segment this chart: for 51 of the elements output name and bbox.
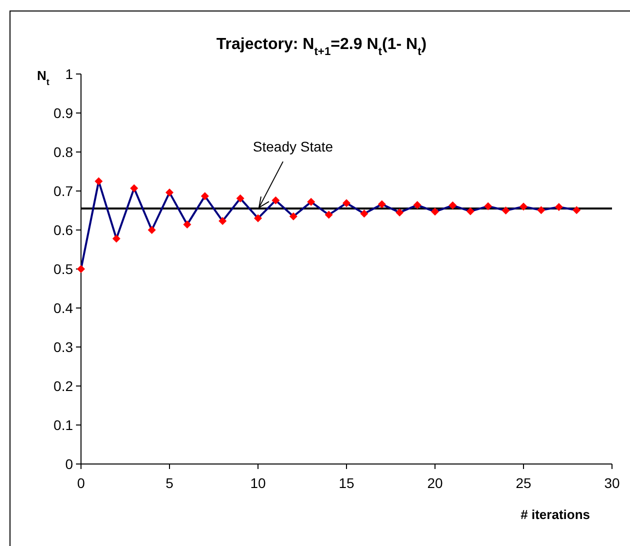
y-tick-label: 0.1 (54, 416, 74, 433)
point (77, 265, 85, 273)
point (289, 212, 298, 220)
y-tick-label: 0.9 (54, 104, 74, 121)
y-axis-title: N$_{t}$ (37, 68, 50, 87)
point (431, 208, 439, 216)
x-tick-label: 30 (604, 475, 620, 491)
x-tick-label: 15 (338, 475, 354, 491)
point (537, 206, 546, 214)
point (324, 210, 333, 219)
chart-title: Trajectory: N$_{t+1}$=2.9 N$_{t}$(1- N$_{t}$) (216, 36, 427, 58)
x-tick-label: 0 (77, 475, 86, 491)
point (254, 214, 262, 222)
point (360, 210, 368, 218)
point (218, 217, 227, 226)
point (183, 220, 192, 229)
y-tick-label: 0.2 (54, 378, 74, 394)
point (200, 192, 209, 200)
x-axis-title: # iterations (520, 507, 590, 522)
point (166, 188, 174, 197)
x-tick-label: 5 (166, 475, 174, 491)
point (502, 206, 510, 214)
y-tick-label: 0.6 (54, 222, 74, 238)
y-tick-label: 1 (65, 66, 74, 82)
point (236, 194, 244, 202)
y-tick-label: 0.3 (54, 338, 74, 355)
x-tick-label: 25 (516, 475, 532, 491)
point (572, 206, 581, 214)
y-tick-label: 0 (65, 456, 74, 472)
x-tick-label: 10 (250, 475, 266, 491)
point (148, 226, 156, 234)
point (307, 198, 316, 206)
y-tick-label: 0.7 (54, 182, 74, 199)
point (342, 199, 350, 208)
x-tick-label: 20 (427, 475, 443, 491)
point (396, 208, 404, 216)
y-tick-label: 0.4 (54, 300, 74, 316)
y-tick-label: 0.5 (54, 260, 74, 277)
point (272, 196, 280, 204)
annotation: Steady State (252, 138, 334, 155)
point (466, 207, 474, 216)
point (130, 184, 138, 192)
point (378, 200, 386, 208)
point (413, 201, 422, 210)
y-tick-label: 0.8 (54, 144, 74, 160)
point (94, 177, 103, 186)
point (484, 202, 492, 210)
point (448, 201, 457, 210)
point (520, 202, 528, 211)
point (554, 202, 563, 211)
point (112, 234, 120, 243)
